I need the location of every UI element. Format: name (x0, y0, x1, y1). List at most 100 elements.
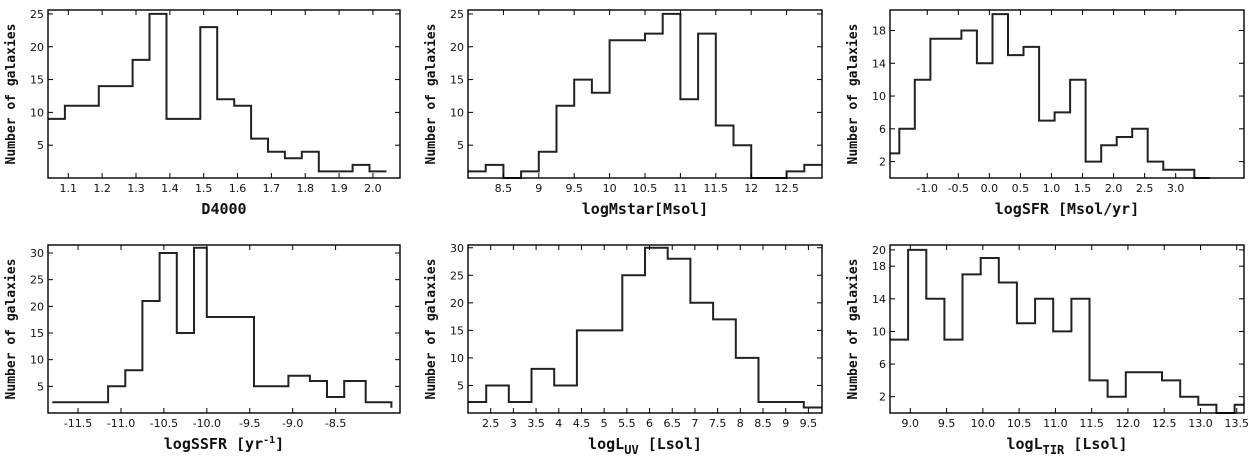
y-tick-label: 15 (450, 324, 464, 337)
x-tick-label: -11.5 (64, 417, 92, 430)
x-tick-label: 4.5 (573, 417, 591, 430)
x-tick-label: -11.0 (107, 417, 135, 430)
x-axis-label: logLUV [Lsol] (588, 435, 702, 457)
x-tick-label: 9.0 (902, 417, 920, 430)
x-tick-label: 1.4 (161, 182, 179, 195)
y-tick-label: 5 (457, 379, 464, 392)
x-tick-label: 3.5 (527, 417, 545, 430)
y-tick-label: 10 (872, 90, 886, 103)
y-tick-label: 30 (450, 242, 464, 255)
x-tick-label: 1.2 (93, 182, 111, 195)
y-tick-label: 14 (872, 293, 886, 306)
x-tick-label: 2.0 (364, 182, 382, 195)
x-tick-label: -8.5 (325, 417, 346, 430)
y-axis-label: Number of galaxies (4, 259, 19, 400)
x-tick-label: 12.5 (1152, 417, 1177, 430)
y-tick-label: 5 (37, 139, 44, 152)
plot-frame (467, 244, 823, 414)
y-axis-label: Number of galaxies (4, 24, 19, 165)
y-tick-label: 20 (30, 300, 44, 313)
y-tick-label: 25 (450, 269, 464, 282)
y-tick-label: 2 (879, 391, 886, 404)
y-tick-label: 15 (30, 74, 44, 87)
histogram-series (468, 12, 822, 179)
plot-frame (47, 244, 401, 414)
x-tick-label: 12.5 (774, 182, 799, 195)
x-tick-label: -0.5 (948, 182, 969, 195)
x-tick-label: 1.5 (195, 182, 213, 195)
x-tick-label: 6.5 (663, 417, 681, 430)
x-tick-label: 12 (744, 182, 758, 195)
y-tick-label: 5 (457, 139, 464, 152)
y-tick-label: 14 (872, 57, 886, 70)
x-tick-label: 9.5 (800, 417, 818, 430)
y-tick-label: 25 (30, 274, 44, 287)
x-tick-label: 9.5 (938, 417, 956, 430)
y-tick-label: 18 (872, 24, 886, 37)
x-tick-label: 0.0 (981, 182, 999, 195)
x-tick-label: 13.0 (1188, 417, 1213, 430)
y-tick-label: 10 (30, 354, 44, 367)
x-tick-label: 5.5 (618, 417, 636, 430)
x-tick-label: 1.5 (1074, 182, 1092, 195)
y-tick-label: 25 (450, 8, 464, 21)
y-tick-label: 30 (30, 247, 44, 260)
x-tick-label: 11 (673, 182, 687, 195)
y-tick-label: 20 (450, 297, 464, 310)
x-tick-label: 3.0 (1167, 182, 1185, 195)
x-tick-label: 5 (601, 417, 608, 430)
x-tick-label: 11.5 (1079, 417, 1104, 430)
histogram-panel: 9.0 9.5 10.0 10.5 11.0 11.5 12.0 12.5 13.0 13.5 2 6… (846, 244, 1249, 457)
y-tick-label: 10 (30, 106, 44, 119)
x-tick-label: 1.1 (60, 182, 78, 195)
x-tick-label: 8.5 (495, 182, 513, 195)
x-tick-label: 12.0 (1116, 417, 1141, 430)
y-tick-label: 15 (450, 74, 464, 87)
x-tick-label: 9 (535, 182, 542, 195)
x-tick-label: 4 (555, 417, 562, 430)
x-tick-label: 10.5 (633, 182, 658, 195)
x-axis-label: logLTIR [Lsol] (1006, 435, 1127, 457)
x-tick-label: 11.5 (704, 182, 729, 195)
plot-frame (889, 9, 1245, 179)
histogram-panel: 2.5 3 3.5 4 4.5 5 5.5 6 6.5 7 7.5 8 8.5 9 9.5 5 10 15 20 25… (424, 242, 823, 457)
x-tick-label: 9.5 (565, 182, 583, 195)
x-tick-label: 1.7 (263, 182, 281, 195)
y-tick-label: 25 (30, 8, 44, 21)
x-tick-label: 13.5 (1224, 417, 1249, 430)
histogram-panel: 8.5 9 9.5 10 10.5 11 11.5 12 12.5 5 10 15 20 25 Number… (424, 8, 823, 218)
x-tick-label: 0.5 (1012, 182, 1030, 195)
x-tick-label: 8 (737, 417, 744, 430)
x-tick-label: 7.5 (709, 417, 727, 430)
x-axis-label: D4000 (201, 200, 246, 218)
x-tick-label: 6 (646, 417, 653, 430)
y-axis-label: Number of galaxies (846, 24, 861, 165)
x-tick-label: 1.6 (229, 182, 247, 195)
x-tick-label: -9.0 (282, 417, 303, 430)
x-tick-label: 10.5 (1007, 417, 1032, 430)
plot-frame (889, 244, 1245, 414)
histogram-panel: -1.0 -0.5 0.0 0.5 1.0 1.5 2.0 2.5 3.0 2 6 10 14 18 Num… (846, 9, 1245, 218)
x-tick-label: 1.8 (296, 182, 314, 195)
y-axis-label: Number of galaxies (846, 259, 861, 400)
x-axis-label: logSSFR [yr-1] (164, 435, 284, 453)
y-tick-label: 10 (450, 352, 464, 365)
y-tick-label: 10 (450, 106, 464, 119)
x-tick-label: 10.0 (971, 417, 996, 430)
y-tick-label: 18 (872, 260, 886, 273)
x-tick-label: 8.5 (754, 417, 772, 430)
x-tick-label: 2.5 (1136, 182, 1154, 195)
y-tick-label: 20 (872, 244, 886, 257)
x-tick-label: 1.3 (127, 182, 145, 195)
x-tick-label: 7 (691, 417, 698, 430)
plot-frame (47, 9, 401, 179)
y-tick-label: 15 (30, 327, 44, 340)
y-tick-label: 20 (450, 41, 464, 54)
histogram-panel: 1.1 1.2 1.3 1.4 1.5 1.6 1.7 1.8 1.9 2.0 5 10 15 20 25 N… (4, 8, 401, 218)
x-tick-label: 10 (603, 182, 617, 195)
y-tick-label: 2 (879, 156, 886, 169)
x-tick-label: 9 (782, 417, 789, 430)
y-tick-label: 20 (30, 41, 44, 54)
y-tick-label: 5 (37, 380, 44, 393)
